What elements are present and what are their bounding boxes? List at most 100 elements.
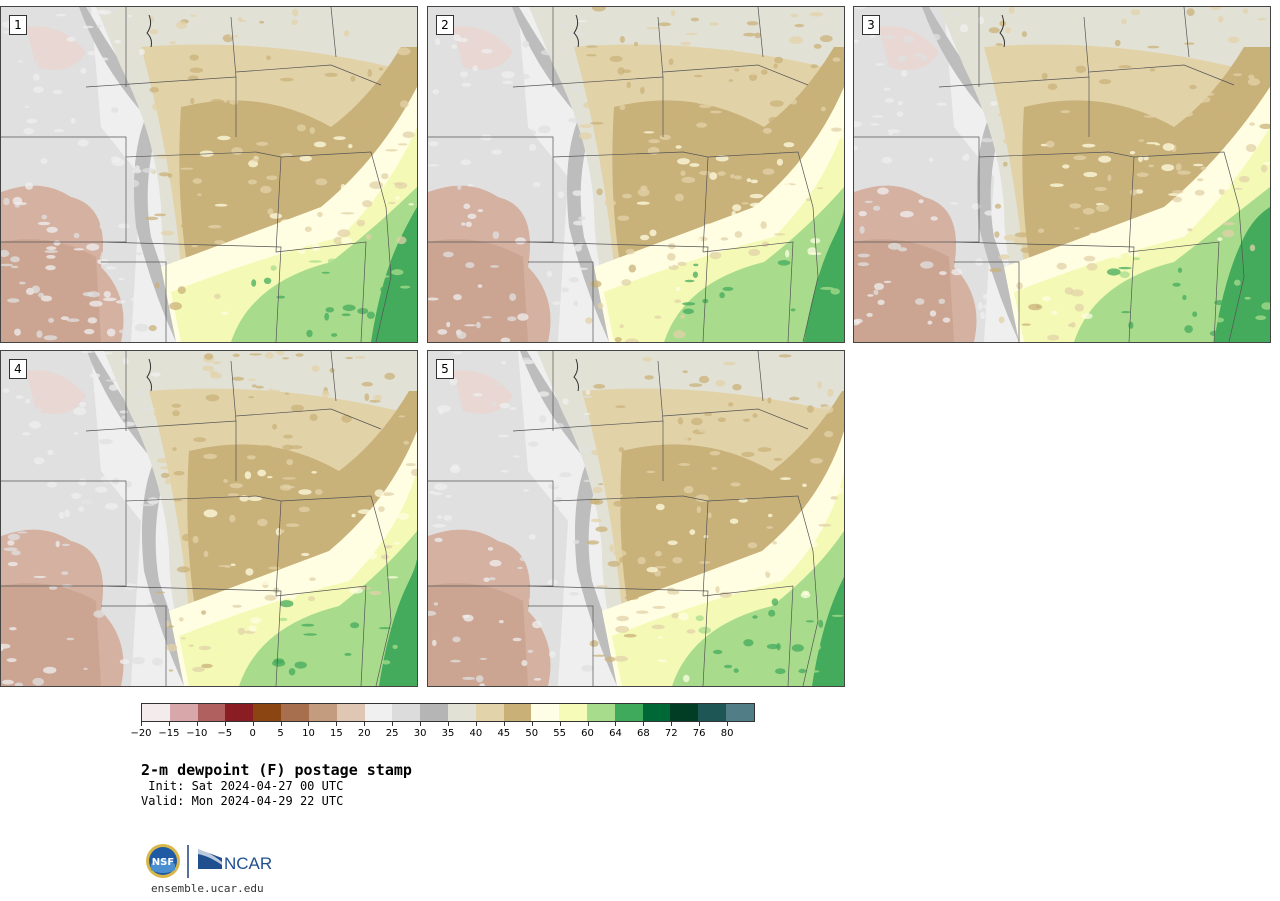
field-speckle xyxy=(141,407,156,411)
field-speckle xyxy=(657,659,668,663)
field-speckle xyxy=(99,438,113,445)
field-speckle xyxy=(476,675,484,683)
field-speckle xyxy=(125,234,132,242)
state-border xyxy=(330,351,337,402)
field-speckle xyxy=(500,337,511,342)
field-speckle xyxy=(301,623,315,627)
field-speckle xyxy=(381,173,389,180)
field-speckle xyxy=(802,483,807,488)
colorbar-tick-label: 40 xyxy=(469,728,483,739)
field-speckle xyxy=(340,237,353,244)
field-speckle xyxy=(766,577,780,583)
field-speckle xyxy=(771,439,781,443)
field-speckle xyxy=(38,292,45,298)
field-speckle xyxy=(203,550,209,558)
field-speckle xyxy=(381,110,394,116)
field-speckle xyxy=(348,144,353,149)
field-speckle xyxy=(459,512,470,516)
field-speckle xyxy=(534,540,541,547)
field-speckle xyxy=(481,49,493,54)
state-border xyxy=(1,480,127,587)
field-speckle xyxy=(978,302,983,310)
field-speckle xyxy=(578,132,592,140)
field-speckle xyxy=(617,215,630,221)
field-speckle xyxy=(995,43,1003,46)
field-speckle xyxy=(218,565,232,568)
field-speckle xyxy=(750,179,758,184)
field-speckle xyxy=(887,242,902,250)
field-speckle xyxy=(193,437,207,443)
field-speckle xyxy=(671,612,679,619)
field-speckle xyxy=(692,236,702,244)
field-speckle xyxy=(169,302,183,311)
field-speckle xyxy=(208,224,222,229)
field-speckle xyxy=(802,338,814,341)
field-speckle xyxy=(47,449,54,456)
field-speckle xyxy=(681,176,696,183)
field-speckle xyxy=(387,610,395,614)
field-speckle xyxy=(748,248,761,257)
field-speckle xyxy=(592,486,603,494)
field-speckle xyxy=(188,644,194,647)
field-speckle xyxy=(24,146,32,149)
field-speckle xyxy=(214,203,228,207)
field-speckle xyxy=(106,328,116,337)
field-speckle xyxy=(1118,65,1132,69)
state-border xyxy=(275,585,367,686)
field-speckle xyxy=(683,674,690,683)
field-speckle xyxy=(899,142,910,148)
field-speckle xyxy=(655,503,665,511)
field-speckle xyxy=(1114,39,1121,47)
field-speckle xyxy=(362,200,373,208)
field-speckle xyxy=(714,670,725,673)
field-speckle xyxy=(1177,170,1191,175)
field-speckle xyxy=(1255,315,1267,321)
field-speckle xyxy=(408,203,415,206)
field-speckle xyxy=(55,540,60,548)
field-speckle xyxy=(675,145,682,149)
field-speckle xyxy=(37,221,51,226)
colorbar-tick-label: 60 xyxy=(581,728,594,739)
field-speckle xyxy=(903,152,916,157)
moist-region xyxy=(231,187,417,342)
field-speckle xyxy=(381,492,395,496)
field-speckle xyxy=(698,104,712,109)
field-speckle xyxy=(1126,304,1132,309)
field-speckle xyxy=(772,541,777,545)
field-speckle xyxy=(1003,234,1018,241)
field-speckle xyxy=(498,620,504,624)
field-speckle xyxy=(820,286,834,290)
field-speckle xyxy=(12,196,23,205)
field-speckle xyxy=(265,352,274,359)
field-speckle xyxy=(723,361,736,366)
field-speckle xyxy=(131,297,144,302)
field-speckle xyxy=(434,483,448,491)
field-speckle xyxy=(765,565,777,573)
field-speckle xyxy=(198,645,212,651)
field-speckle xyxy=(480,507,494,513)
state-border xyxy=(100,585,282,686)
field-speckle xyxy=(794,24,805,28)
field-speckle xyxy=(854,43,865,50)
field-speckle xyxy=(655,550,662,557)
field-speckle xyxy=(813,43,822,49)
colorbar-tick-label: −20 xyxy=(130,728,152,739)
field-speckle xyxy=(263,277,272,284)
field-speckle xyxy=(128,179,140,188)
field-speckle xyxy=(46,255,56,259)
field-speckle xyxy=(625,338,639,342)
field-speckle xyxy=(654,315,662,319)
field-speckle xyxy=(340,212,355,215)
field-speckle xyxy=(333,293,339,297)
field-speckle xyxy=(774,56,784,64)
colorbar-swatch xyxy=(475,704,504,721)
field-speckle xyxy=(1049,183,1064,187)
colorbar-tick-label: 25 xyxy=(385,728,399,739)
field-speckle xyxy=(467,184,474,187)
field-speckle xyxy=(1014,232,1029,238)
field-speckle xyxy=(349,675,355,684)
field-speckle xyxy=(3,197,10,206)
field-speckle xyxy=(272,423,277,430)
state-border xyxy=(101,261,167,342)
field-speckle xyxy=(384,372,396,380)
